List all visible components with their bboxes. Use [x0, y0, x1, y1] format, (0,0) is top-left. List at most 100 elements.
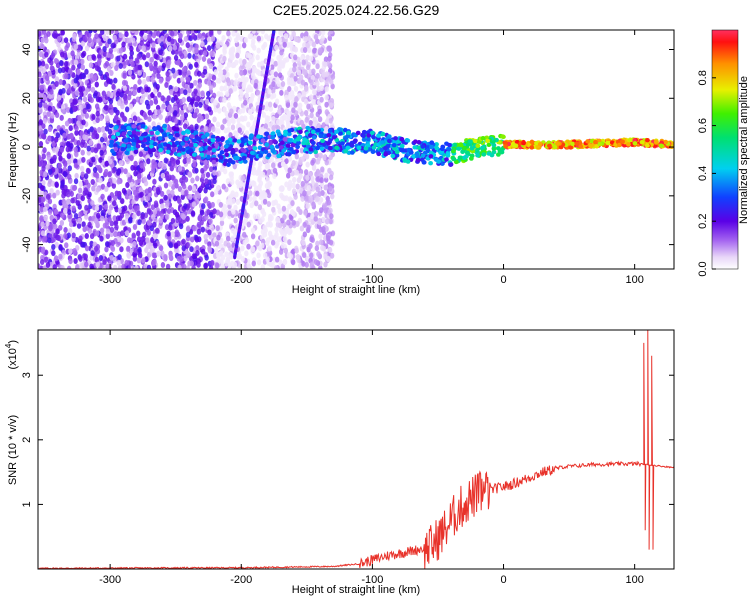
heatmap-cell: [212, 116, 217, 123]
heatmap-cell: [229, 108, 234, 115]
heatmap-cell: [330, 83, 335, 90]
heatmap-cell: [302, 252, 307, 259]
heatmap-cell: [98, 115, 104, 122]
heatmap-cell: [216, 128, 221, 135]
heatmap-cell: [166, 207, 172, 214]
heatmap-cell: [169, 30, 175, 37]
heatmap-cell: [110, 246, 116, 253]
heatmap-cell: [181, 183, 187, 190]
heatmap-cell: [112, 34, 117, 41]
heatmap-cell: [222, 118, 227, 125]
heatmap-cell: [122, 94, 128, 101]
heatmap-cell: [122, 62, 127, 69]
heatmap-cell: [156, 73, 161, 80]
heatmap-cell: [82, 134, 87, 141]
heatmap-cell: [192, 253, 198, 260]
heatmap-cell: [121, 208, 126, 215]
heatmap-cell: [304, 261, 309, 268]
heatmap-cell: [248, 190, 253, 197]
heatmap-cell: [222, 96, 227, 103]
heatmap-cell: [215, 262, 220, 269]
heatmap-cell: [315, 63, 320, 70]
heatmap-cell: [111, 167, 116, 174]
heatmap-cell: [106, 90, 111, 97]
heatmap-cell: [51, 106, 56, 113]
heatmap-cell: [124, 193, 130, 200]
heatmap-cell: [240, 107, 246, 114]
heatmap-cell: [219, 220, 225, 227]
heatmap-cell: [166, 105, 172, 112]
heatmap-cell: [177, 264, 182, 269]
heatmap-cell: [280, 30, 286, 34]
heatmap-cell: [311, 41, 317, 48]
heatmap-cell: [313, 149, 318, 155]
heatmap-cell: [73, 213, 79, 220]
heatmap-cell: [119, 111, 125, 118]
heatmap-cell: [287, 155, 293, 162]
heatmap-cell: [153, 242, 158, 249]
heatmap-cell: [329, 122, 335, 129]
heatmap-cell: [320, 30, 326, 36]
heatmap-cell: [272, 167, 278, 174]
heatmap-cell: [162, 43, 168, 50]
heatmap-cell: [92, 171, 98, 178]
heatmap-cell: [262, 231, 268, 238]
heatmap-cell: [243, 99, 248, 106]
heatmap-cell: [98, 255, 104, 262]
heatmap-cell: [151, 32, 157, 39]
heatmap-cell: [94, 33, 99, 40]
heatmap-cell: [162, 163, 167, 170]
heatmap-cell: [279, 192, 284, 199]
heatmap-cell: [186, 30, 191, 36]
heatmap-cell: [246, 121, 251, 128]
heatmap-cell: [185, 225, 191, 232]
heatmap-cell: [124, 106, 130, 113]
heatmap-cell: [260, 242, 265, 249]
heatmap-cell: [258, 170, 264, 177]
heatmap-cell: [76, 69, 81, 76]
heatmap-cell: [256, 47, 261, 54]
heatmap-cell: [95, 110, 100, 117]
heatmap-cell: [150, 213, 156, 220]
heatmap-cell: [57, 67, 63, 74]
heatmap-cell: [163, 254, 168, 261]
heatmap-cell: [148, 62, 153, 69]
heatmap-cell: [194, 123, 199, 130]
heatmap-cell: [219, 85, 224, 92]
heatmap-cell: [200, 226, 206, 233]
heatmap-cell: [143, 114, 148, 121]
heatmap-cell: [189, 236, 195, 243]
heatmap-cell: [81, 119, 86, 126]
heatmap-cell: [264, 33, 269, 40]
heatmap-cell: [60, 103, 66, 110]
heatmap-cell: [149, 144, 154, 149]
heatmap-cell: [293, 75, 298, 82]
heatmap-cell: [226, 242, 231, 249]
heatmap-cell: [210, 191, 215, 198]
heatmap-cell: [293, 193, 298, 200]
heatmap-cell: [204, 238, 209, 245]
heatmap-cell: [211, 74, 217, 81]
heatmap-cell: [58, 253, 63, 260]
heatmap-cell: [185, 76, 191, 83]
heatmap-cell: [38, 30, 42, 37]
heatmap-cell: [155, 227, 160, 234]
heatmap-cell: [323, 128, 328, 135]
heatmap-cell: [287, 229, 292, 236]
heatmap-cell: [124, 230, 130, 237]
heatmap-cell: [213, 106, 218, 113]
heatmap-cell: [217, 257, 222, 264]
heatmap-cell: [89, 263, 94, 269]
heatmap-cell: [282, 214, 287, 221]
heatmap-cell: [116, 178, 121, 185]
heatmap-cell: [128, 217, 133, 224]
heatmap-cell: [145, 52, 151, 59]
heatmap-cell: [71, 205, 76, 212]
heatmap-cell: [68, 248, 73, 255]
heatmap-cell: [305, 174, 310, 181]
heatmap-cell: [204, 254, 209, 261]
heatmap-cell: [66, 153, 72, 160]
heatmap-cell: [250, 165, 256, 172]
heatmap-cell: [187, 184, 193, 191]
heatmap-cell: [253, 67, 258, 74]
